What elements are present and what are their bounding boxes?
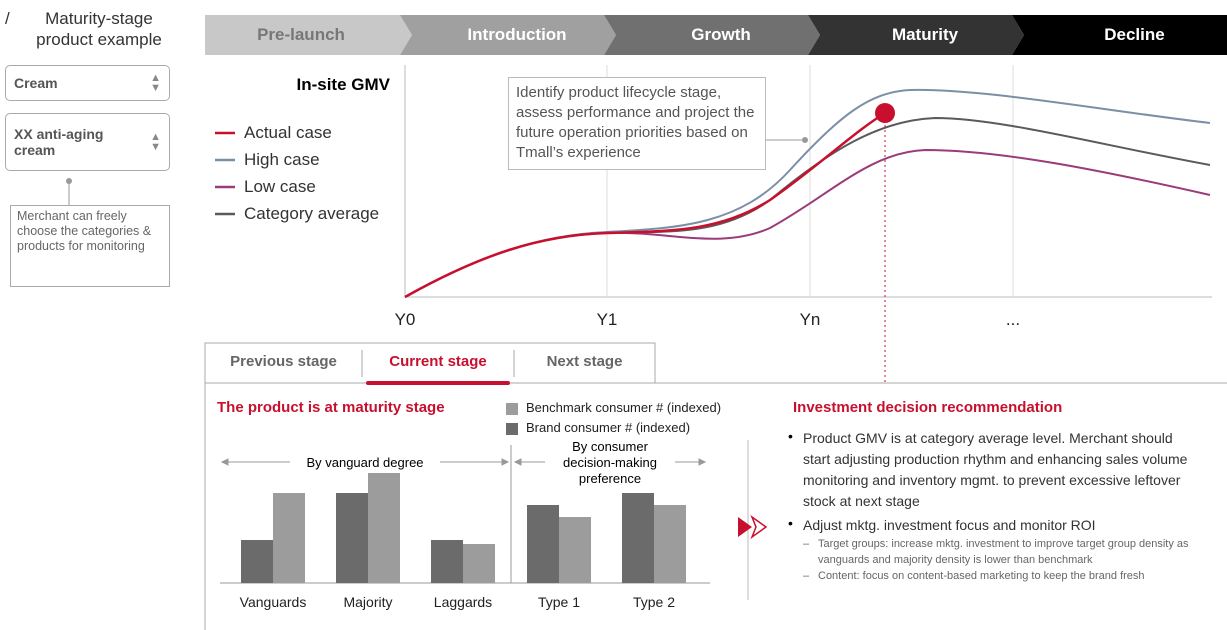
legend-swatch xyxy=(506,423,518,435)
rec-title: Investment decision recommendation xyxy=(793,399,1063,416)
actual-curve xyxy=(404,111,886,299)
bar-benchmark xyxy=(273,493,305,583)
legend-label: Actual case xyxy=(244,123,332,142)
bar-benchmark xyxy=(654,505,686,583)
chevrons xyxy=(738,514,768,540)
tab[interactable]: Previous stage xyxy=(230,353,337,370)
stage-label: Maturity xyxy=(891,25,959,44)
x-label: Yn xyxy=(799,310,821,329)
callout: Identify product lifecycle stage, assess… xyxy=(508,77,766,170)
tabs-frame xyxy=(204,342,656,383)
dropdown[interactable]: Cream ▲ ▼ xyxy=(5,65,170,101)
gmv-legend xyxy=(215,131,235,216)
dropdown-text: Cream xyxy=(14,75,58,91)
dropdown-text: XX anti-aging cream xyxy=(14,126,104,158)
note: Merchant can freely choose the categorie… xyxy=(10,205,170,287)
sub-text: Content: focus on content-based marketin… xyxy=(818,570,1145,582)
legend-label: Brand consumer # (indexed) xyxy=(526,420,691,435)
bars xyxy=(241,473,686,583)
heading-text: Maturity-stage product example xyxy=(36,9,162,49)
stage-title: The product is at maturity stage xyxy=(217,399,445,416)
group-label: By consumer decision-making preference xyxy=(563,439,657,486)
group-arrows xyxy=(220,458,707,466)
bar-benchmark xyxy=(368,473,400,583)
bullet: • Adjust mktg. investment focus and monit… xyxy=(788,515,1208,584)
dropdown[interactable]: XX anti-aging cream ▲ ▼ xyxy=(5,113,170,171)
x-label: ... xyxy=(1005,310,1021,329)
bar-brand xyxy=(431,540,463,583)
bullet: • Product GMV is at category average leve… xyxy=(788,428,1208,512)
legend-label: Benchmark consumer # (indexed) xyxy=(526,400,722,415)
sub-bullet: – Target groups: increase mktg. investmen… xyxy=(803,538,1189,566)
category-label: Laggards xyxy=(433,594,493,610)
category-label: Vanguards xyxy=(239,594,307,610)
bar-benchmark xyxy=(463,544,495,583)
stage-label: Pre-launch xyxy=(257,25,345,44)
category-label: Type 2 xyxy=(632,594,676,610)
category-label: Majority xyxy=(343,594,393,610)
x-label: Y1 xyxy=(596,310,618,329)
sub-bullet: – Content: focus on content-based marketi… xyxy=(803,570,1145,582)
current-point xyxy=(875,103,895,123)
callout-dot xyxy=(802,137,808,143)
bullet-text: Adjust mktg. investment focus and monito… xyxy=(803,517,1096,533)
stage-label: Decline xyxy=(1104,25,1165,44)
tab[interactable]: Next stage xyxy=(546,353,623,370)
sidebar-heading: / Maturity-stage product example xyxy=(5,8,175,50)
stage-label: Growth xyxy=(691,25,751,44)
sub-text: Target groups: increase mktg. investment… xyxy=(818,538,1189,566)
legend-swatch xyxy=(506,403,518,415)
legend-label: Low case xyxy=(244,177,316,196)
bar-brand xyxy=(622,493,654,583)
bar-brand xyxy=(336,493,368,583)
recommendations: • Product GMV is at category average leve… xyxy=(788,428,1208,587)
note-dot xyxy=(66,178,72,184)
panel xyxy=(204,382,1227,630)
chart-title: In-site GMV xyxy=(296,75,390,94)
group-label: By vanguard degree xyxy=(306,455,424,470)
legend-label: High case xyxy=(244,150,320,169)
bullet-text: Product GMV is at category average level… xyxy=(803,430,1188,509)
legend-label: Category average xyxy=(244,204,380,223)
bar-brand xyxy=(527,505,559,583)
gmv-axes xyxy=(404,65,1212,298)
stage-label: Introduction xyxy=(467,25,567,44)
category-label: Type 1 xyxy=(537,594,581,610)
tab-active[interactable]: Current stage xyxy=(389,353,487,370)
stage-bar xyxy=(205,15,1227,55)
bar-brand xyxy=(241,540,273,583)
x-label: Y0 xyxy=(394,310,416,329)
bar-benchmark xyxy=(559,517,591,583)
